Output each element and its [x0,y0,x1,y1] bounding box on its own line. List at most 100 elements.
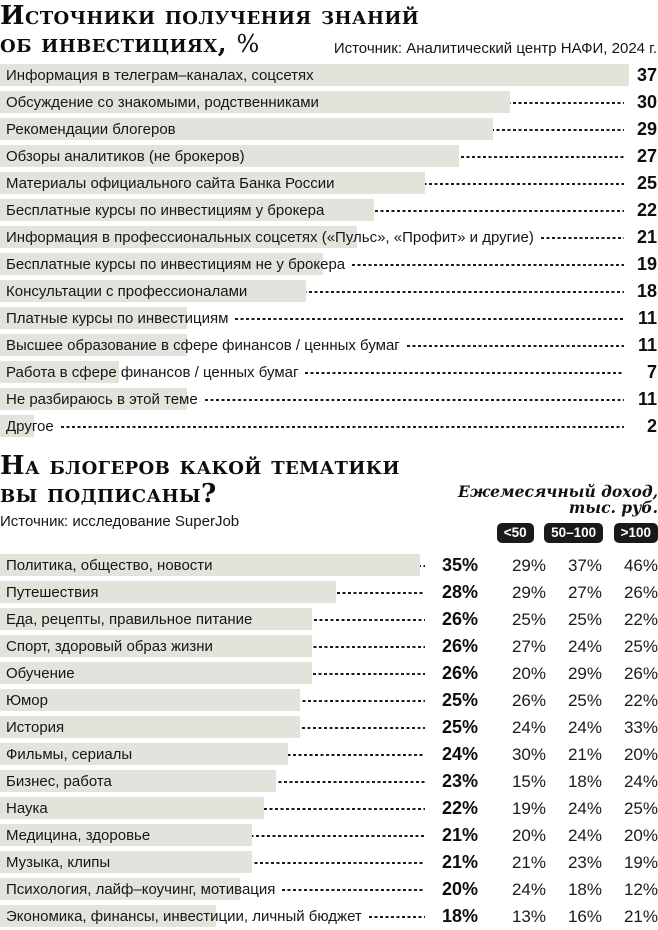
row-label: Музыка, клипы [6,854,111,871]
chart2-bar-row: Бизнес, работа 23% 15% 18% 24% [0,768,658,795]
income-cell-low: 20% [511,663,546,683]
income-cell-mid: 24% [567,636,602,656]
row-label: Другое [6,418,54,435]
chart2-title-line2: вы подписаны? [0,479,217,509]
row-label: Материалы официального сайта Банка Росси… [6,175,335,192]
row-label: Обучение [6,665,75,682]
chart1-title-line2: об инвестициях, [0,29,228,59]
chart2-bar-row: Путешествия 28% 29% 27% 26% [0,579,658,606]
income-cell-high: 24% [623,771,658,791]
bar [0,635,312,657]
leader-line [204,399,624,401]
chart1-bar-row: Бесплатные курсы по инвестициям у брокер… [0,197,658,224]
bar [0,199,374,221]
row-value: 11 [637,308,657,328]
row-label: Экономика, финансы, инвестиции, личный б… [6,908,362,925]
bar [0,280,306,302]
row-value: 2 [646,416,657,436]
row-value-total: 21% [441,852,478,872]
chart1-bar-row: Рекомендации блогеров 29 [0,116,658,143]
leader-line [540,237,624,239]
chart2-rows: Политика, общество, новости 35% 29% 37% … [0,552,658,930]
row-label: Обсуждение со знакомыми, родственниками [6,94,319,111]
income-cell-mid: 24% [567,717,602,737]
bar [0,226,357,248]
chart2-bar-row: Еда, рецепты, правильное питание 26% 25%… [0,606,658,633]
chart2-bar-row: Фильмы, сериалы 24% 30% 21% 20% [0,741,658,768]
bar [0,361,119,383]
bar [0,307,187,329]
chart1-unit: % [236,30,260,58]
chart2-bar-row: Психология, лайф–коучинг, мотивация 20% … [0,876,658,903]
bar [0,554,420,576]
chart1-bar-row: Информация в телеграм–каналах, соцсетях … [0,62,658,89]
bar [0,253,323,275]
chart2-bar-row: Обучение 26% 20% 29% 26% [0,660,658,687]
income-cell-mid: 21% [567,744,602,764]
chart2-bar-row: Спорт, здоровый образ жизни 26% 27% 24% … [0,633,658,660]
chart1-rows: Информация в телеграм–каналах, соцсетях … [0,62,658,440]
bar [0,145,459,167]
chart1-bar-row: Бесплатные курсы по инвестициям не у бро… [0,251,658,278]
row-value: 18 [636,281,657,301]
bar [0,334,187,356]
income-cell-high: 26% [623,582,658,602]
row-label: Работа в сфере финансов / ценных бумаг [6,364,299,381]
income-badges: <50 50–100 >100 [458,523,658,543]
income-legend-title-line2: тыс. руб. [568,498,658,517]
row-value-total: 26% [441,609,478,629]
row-label: Еда, рецепты, правильное питание [6,611,253,628]
income-cell-high: 25% [623,636,658,656]
chart1-source: Источник: Аналитический центр НАФИ, 2024… [333,40,657,57]
income-cell-mid: 16% [567,906,602,926]
income-cell-high: 20% [623,744,658,764]
income-cell-mid: 29% [567,663,602,683]
income-cell-high: 33% [623,717,658,737]
row-value: 25 [636,173,657,193]
income-cell-high: 22% [623,609,658,629]
leader-line [157,835,425,837]
chart1-bar-row: Высшее образование в сфере финансов / це… [0,332,658,359]
leader-line [60,426,624,428]
bar [0,581,336,603]
income-cell-mid: 25% [567,609,602,629]
bar [0,64,629,86]
income-cell-low: 29% [511,582,546,602]
income-cell-low: 21% [511,852,546,872]
row-value-total: 18% [441,906,478,926]
income-cell-low: 30% [511,744,546,764]
income-cell-high: 12% [623,879,658,899]
row-value-total: 25% [441,717,478,737]
row-value: 7 [646,362,657,382]
chart1-bar-row: Материалы официального сайта Банка Росси… [0,170,658,197]
row-value-total: 25% [441,690,478,710]
row-label: Наука [6,800,48,817]
bar [0,716,300,738]
row-label: Юмор [6,692,48,709]
row-value: 30 [636,92,657,112]
income-cell-high: 46% [623,555,658,575]
bar [0,797,264,819]
row-value: 22 [636,200,657,220]
bar [0,689,300,711]
row-label: Высшее образование в сфере финансов / це… [6,337,400,354]
income-cell-mid: 27% [567,582,602,602]
income-cell-high: 21% [623,906,658,926]
chart1-bar-row: Консультации с профессионалами 18 [0,278,658,305]
row-label: Не разбираюсь в этой теме [6,391,198,408]
chart1-bar-row: Не разбираюсь в этой теме 11 [0,386,658,413]
income-cell-low: 19% [511,798,546,818]
row-label: Бесплатные курсы по инвестициям у брокер… [6,202,325,219]
income-cell-low: 27% [511,636,546,656]
income-badge-high: >100 [613,523,658,543]
chart1-title: Источники получения знаний об инвестиция… [0,2,658,58]
row-label: Спорт, здоровый образ жизни [6,638,213,655]
row-value-total: 35% [441,555,478,575]
chart1-bar-row: Обсуждение со знакомыми, родственниками … [0,89,658,116]
income-cell-mid: 25% [567,690,602,710]
chart1-bar-row: Платные курсы по инвестициям 11 [0,305,658,332]
income-cell-mid: 18% [567,771,602,791]
bar [0,770,276,792]
row-label: Бесплатные курсы по инвестициям не у бро… [6,256,346,273]
chart2-source: Источник: исследование SuperJob [0,513,240,530]
